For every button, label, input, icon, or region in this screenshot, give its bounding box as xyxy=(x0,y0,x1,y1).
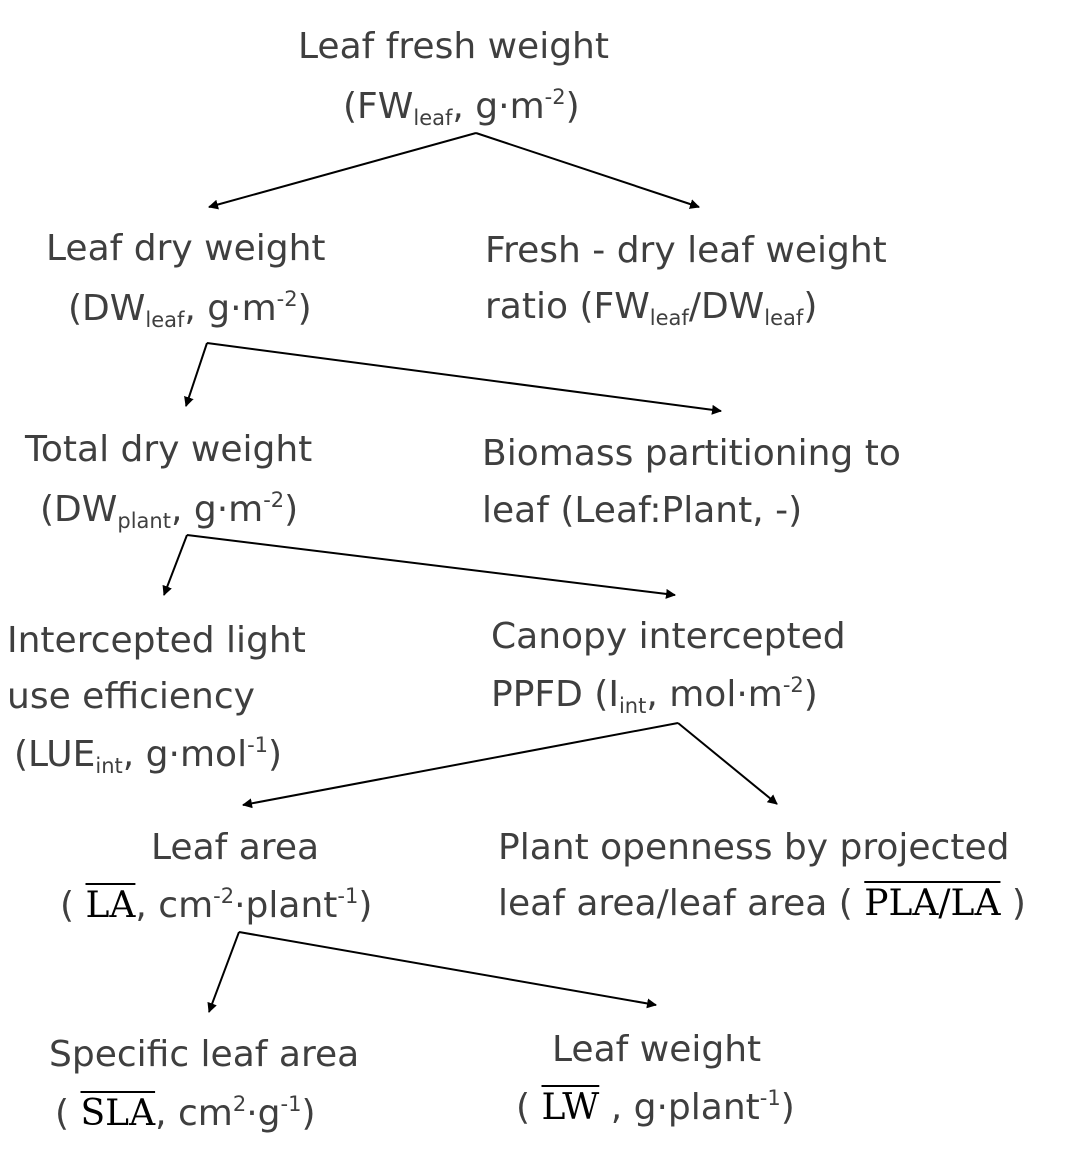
arrow-total-to-ppfd xyxy=(186,534,676,599)
node-symbol-line: PPFD (Iint, mol·m-2) xyxy=(491,673,818,718)
node-title: Biomass partitioning to xyxy=(482,433,901,474)
node-symbol-line: leaf area/leaf area ( PLA/LA ) xyxy=(498,883,1026,924)
node-title: Canopy intercepted xyxy=(491,616,846,657)
arrow-ppfd-to-openness xyxy=(677,722,778,805)
node-title: Leaf dry weight xyxy=(46,228,326,269)
arrow-leaf-area-to-sla xyxy=(207,931,240,1013)
node-second-line: leaf (Leaf:Plant, -) xyxy=(482,490,803,531)
arrow-fresh-to-dry-weight xyxy=(208,132,477,210)
node-title: Leaf weight xyxy=(552,1029,762,1070)
node-title: Leaf fresh weight xyxy=(298,26,609,67)
arrow-fresh-to-ratio xyxy=(475,132,700,209)
node-symbol-line: (LUEint, g·mol-1) xyxy=(14,733,283,778)
node-symbol-line: ( LW , g·plant-1) xyxy=(516,1086,795,1128)
node-title: Intercepted light xyxy=(7,620,306,661)
node-title: Fresh - dry leaf weight xyxy=(485,230,887,271)
node-symbol-line: (DWleaf, g·m-2) xyxy=(68,287,312,332)
node-title: Specific leaf area xyxy=(49,1034,360,1075)
node-title: Total dry weight xyxy=(25,429,313,470)
arrow-dry-to-partitioning xyxy=(206,342,722,415)
node-symbol-line: (FWleaf, g·m-2) xyxy=(343,85,580,130)
node-symbol-line: ratio (FWleaf/DWleaf) xyxy=(485,286,818,330)
node-symbol-line: ( SLA, cm2·g-1) xyxy=(55,1092,316,1134)
node-symbol-line: (DWplant, g·m-2) xyxy=(40,488,299,533)
node-second-line: use efficiency xyxy=(7,676,255,717)
node-symbol-line: ( LA, cm-2·plant-1) xyxy=(60,884,373,926)
lw-symbol: LW xyxy=(541,1087,600,1128)
arrow-dry-to-total-weight xyxy=(184,342,208,407)
arrow-total-to-lue xyxy=(162,534,188,596)
leaf-area-symbol: LA xyxy=(85,885,136,926)
arrow-leaf-area-to-leaf-weight xyxy=(238,931,657,1009)
openness-symbol: PLA/LA xyxy=(864,883,1001,924)
node-title: Leaf area xyxy=(151,827,320,868)
arrow-ppfd-to-leaf-area xyxy=(242,722,679,809)
sla-symbol: SLA xyxy=(80,1093,156,1134)
node-title: Plant openness by projected xyxy=(498,827,1010,868)
